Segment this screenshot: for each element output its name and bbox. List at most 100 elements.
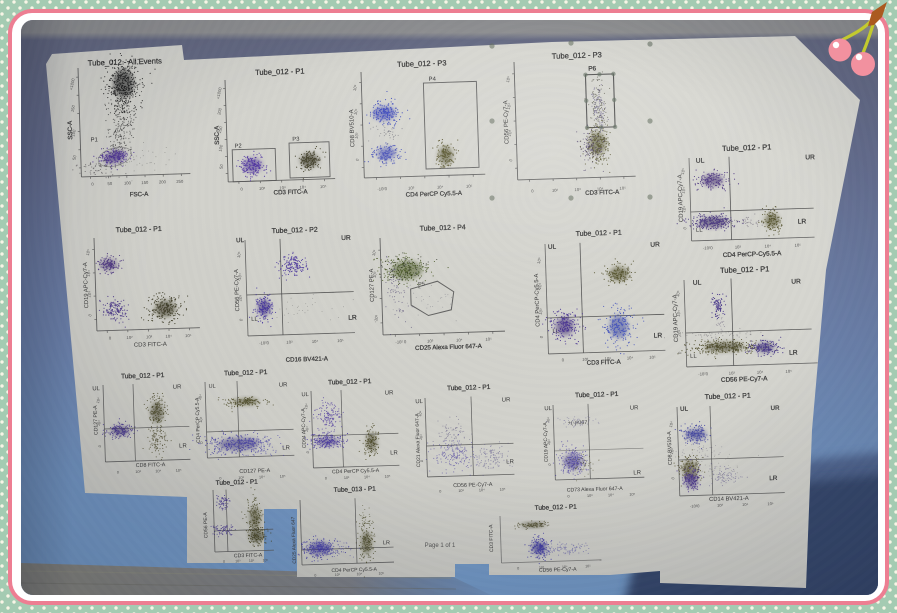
svg-text:10³: 10³ xyxy=(676,329,682,337)
svg-text:10³: 10³ xyxy=(717,503,724,508)
svg-text:0: 0 xyxy=(439,490,441,494)
svg-text:10⁵: 10⁵ xyxy=(85,248,91,256)
svg-text:10³: 10³ xyxy=(146,334,153,339)
svg-text:CD3 FITC-A: CD3 FITC-A xyxy=(234,552,263,559)
svg-text:10⁵: 10⁵ xyxy=(385,475,391,479)
svg-text:100: 100 xyxy=(217,144,224,153)
svg-text:10³: 10³ xyxy=(353,132,359,140)
svg-text:0: 0 xyxy=(200,441,204,444)
svg-text:LR: LR xyxy=(506,459,515,465)
svg-text:0: 0 xyxy=(517,566,519,570)
svg-text:10⁵: 10⁵ xyxy=(485,337,492,342)
svg-text:UR: UR xyxy=(341,235,351,242)
svg-text:CD56 PE-Cy7-A: CD56 PE-Cy7-A xyxy=(539,567,577,574)
svg-text:Tube_012 - P1: Tube_012 - P1 xyxy=(328,378,372,386)
svg-text:CD56 PE-Cy7-A: CD56 PE-Cy7-A xyxy=(234,269,241,312)
svg-text:CD19 APC-Cy7-A: CD19 APC-Cy7-A xyxy=(83,262,90,308)
svg-text:Tube_012 - P2: Tube_012 - P2 xyxy=(272,227,318,235)
svg-text:10⁴: 10⁴ xyxy=(742,502,749,507)
svg-text:P6: P6 xyxy=(588,65,596,72)
svg-text:10⁴: 10⁴ xyxy=(364,475,370,479)
svg-text:10³: 10³ xyxy=(238,476,244,480)
svg-text:10³: 10³ xyxy=(539,566,545,570)
svg-text:100: 100 xyxy=(124,180,132,185)
svg-text:P1: P1 xyxy=(91,137,99,143)
svg-text:50: 50 xyxy=(218,163,224,169)
svg-text:10⁴: 10⁴ xyxy=(764,243,771,248)
svg-text:0: 0 xyxy=(531,188,534,193)
svg-text:LR: LR xyxy=(798,218,807,225)
svg-text:0: 0 xyxy=(109,335,112,340)
svg-text:150: 150 xyxy=(70,104,77,113)
svg-text:10³: 10³ xyxy=(305,426,310,433)
svg-text:«1000: «1000 xyxy=(215,86,223,99)
svg-text:UR: UR xyxy=(650,241,660,248)
svg-text:10⁴: 10⁴ xyxy=(85,269,91,277)
svg-text:CD3 FITC-A: CD3 FITC-A xyxy=(587,359,622,367)
svg-text:Tube_012 - P1: Tube_012 - P1 xyxy=(705,393,751,401)
svg-text:CD127 PE-A: CD127 PE-A xyxy=(93,405,100,435)
svg-text:-10²0: -10²0 xyxy=(703,245,714,250)
svg-text:10³: 10³ xyxy=(199,416,204,423)
svg-text:-10²0: -10²0 xyxy=(698,371,709,376)
svg-text:10⁵: 10⁵ xyxy=(649,355,656,360)
svg-text:LR: LR xyxy=(633,470,642,476)
svg-text:10²: 10² xyxy=(259,186,266,191)
svg-text:10⁴: 10⁴ xyxy=(680,186,686,194)
svg-text:CD4 PerCP-Cy5.5-A: CD4 PerCP-Cy5.5-A xyxy=(723,250,783,259)
svg-text:UR: UR xyxy=(173,385,183,391)
svg-text:10⁴: 10⁴ xyxy=(506,102,512,110)
svg-text:UL: UL xyxy=(415,399,424,405)
svg-text:0: 0 xyxy=(567,495,569,499)
svg-text:CD8 BV510-A: CD8 BV510-A xyxy=(667,431,674,465)
svg-text:10⁵: 10⁵ xyxy=(795,243,802,248)
svg-text:10⁴: 10⁴ xyxy=(353,108,359,116)
svg-text:UL: UL xyxy=(236,237,245,244)
svg-text:10⁴: 10⁴ xyxy=(357,572,363,576)
svg-text:Tube_012 - P3: Tube_012 - P3 xyxy=(552,50,602,61)
svg-text:CD56 PE-A: CD56 PE-A xyxy=(203,512,210,539)
svg-text:CD4 PerCP Cy5.5-A: CD4 PerCP Cy5.5-A xyxy=(194,397,201,443)
svg-text:10³: 10³ xyxy=(86,290,92,298)
svg-text:CD56 PE-Cy7-A: CD56 PE-Cy7-A xyxy=(503,100,510,144)
svg-text:0: 0 xyxy=(219,477,221,481)
svg-text:0: 0 xyxy=(238,318,244,322)
svg-text:10⁴: 10⁴ xyxy=(627,355,634,360)
svg-text:0: 0 xyxy=(325,477,327,481)
svg-text:10⁴: 10⁴ xyxy=(418,410,423,417)
svg-text:10⁴: 10⁴ xyxy=(608,493,614,497)
svg-text:0: 0 xyxy=(355,157,361,161)
svg-text:Tube_012 - P1: Tube_012 - P1 xyxy=(447,384,491,392)
svg-text:0: 0 xyxy=(306,451,310,454)
svg-text:LR: LR xyxy=(654,332,663,339)
svg-text:CD3 FITC-A: CD3 FITC-A xyxy=(134,342,167,349)
svg-text:10⁴: 10⁴ xyxy=(299,185,306,190)
svg-text:10⁵: 10⁵ xyxy=(675,290,681,298)
svg-text:10³: 10³ xyxy=(669,447,675,454)
svg-text:10³: 10³ xyxy=(538,307,544,315)
svg-text:CD19 APC-Cy7-A: CD19 APC-Cy7-A xyxy=(678,174,685,222)
svg-text:+(-)KI67: +(-)KI67 xyxy=(568,420,588,427)
svg-text:P4: P4 xyxy=(429,77,437,83)
svg-text:LR: LR xyxy=(383,540,390,546)
svg-text:Tube_012 - P1: Tube_012 - P1 xyxy=(255,67,305,78)
svg-text:10³: 10³ xyxy=(458,489,464,493)
svg-text:10⁵: 10⁵ xyxy=(466,184,473,189)
svg-text:-10² 0: -10² 0 xyxy=(395,339,407,344)
svg-text:Tube_012 - P1: Tube_012 - P1 xyxy=(121,372,165,380)
svg-text:10³: 10³ xyxy=(419,434,424,441)
svg-text:150: 150 xyxy=(141,180,149,185)
svg-text:P3: P3 xyxy=(292,137,299,143)
svg-text:10³: 10³ xyxy=(286,340,293,345)
svg-text:Tube_013 - P1: Tube_013 - P1 xyxy=(334,486,377,494)
svg-text:CD14 BV421-A: CD14 BV421-A xyxy=(709,496,749,503)
svg-text:10⁵: 10⁵ xyxy=(337,338,344,343)
svg-text:CD3 FITC-A: CD3 FITC-A xyxy=(488,524,495,552)
svg-text:10⁵: 10⁵ xyxy=(500,488,506,492)
svg-text:CD73 Alexa Fluor 647-A: CD73 Alexa Fluor 647-A xyxy=(567,486,624,494)
svg-text:Page 1 of 1: Page 1 of 1 xyxy=(425,543,456,549)
svg-text:10⁴: 10⁴ xyxy=(437,184,444,189)
svg-text:CD56 PE-Cy7-A: CD56 PE-Cy7-A xyxy=(721,375,768,383)
svg-text:10⁵: 10⁵ xyxy=(236,251,242,259)
svg-text:Tube_012 - P1: Tube_012 - P1 xyxy=(116,226,162,234)
